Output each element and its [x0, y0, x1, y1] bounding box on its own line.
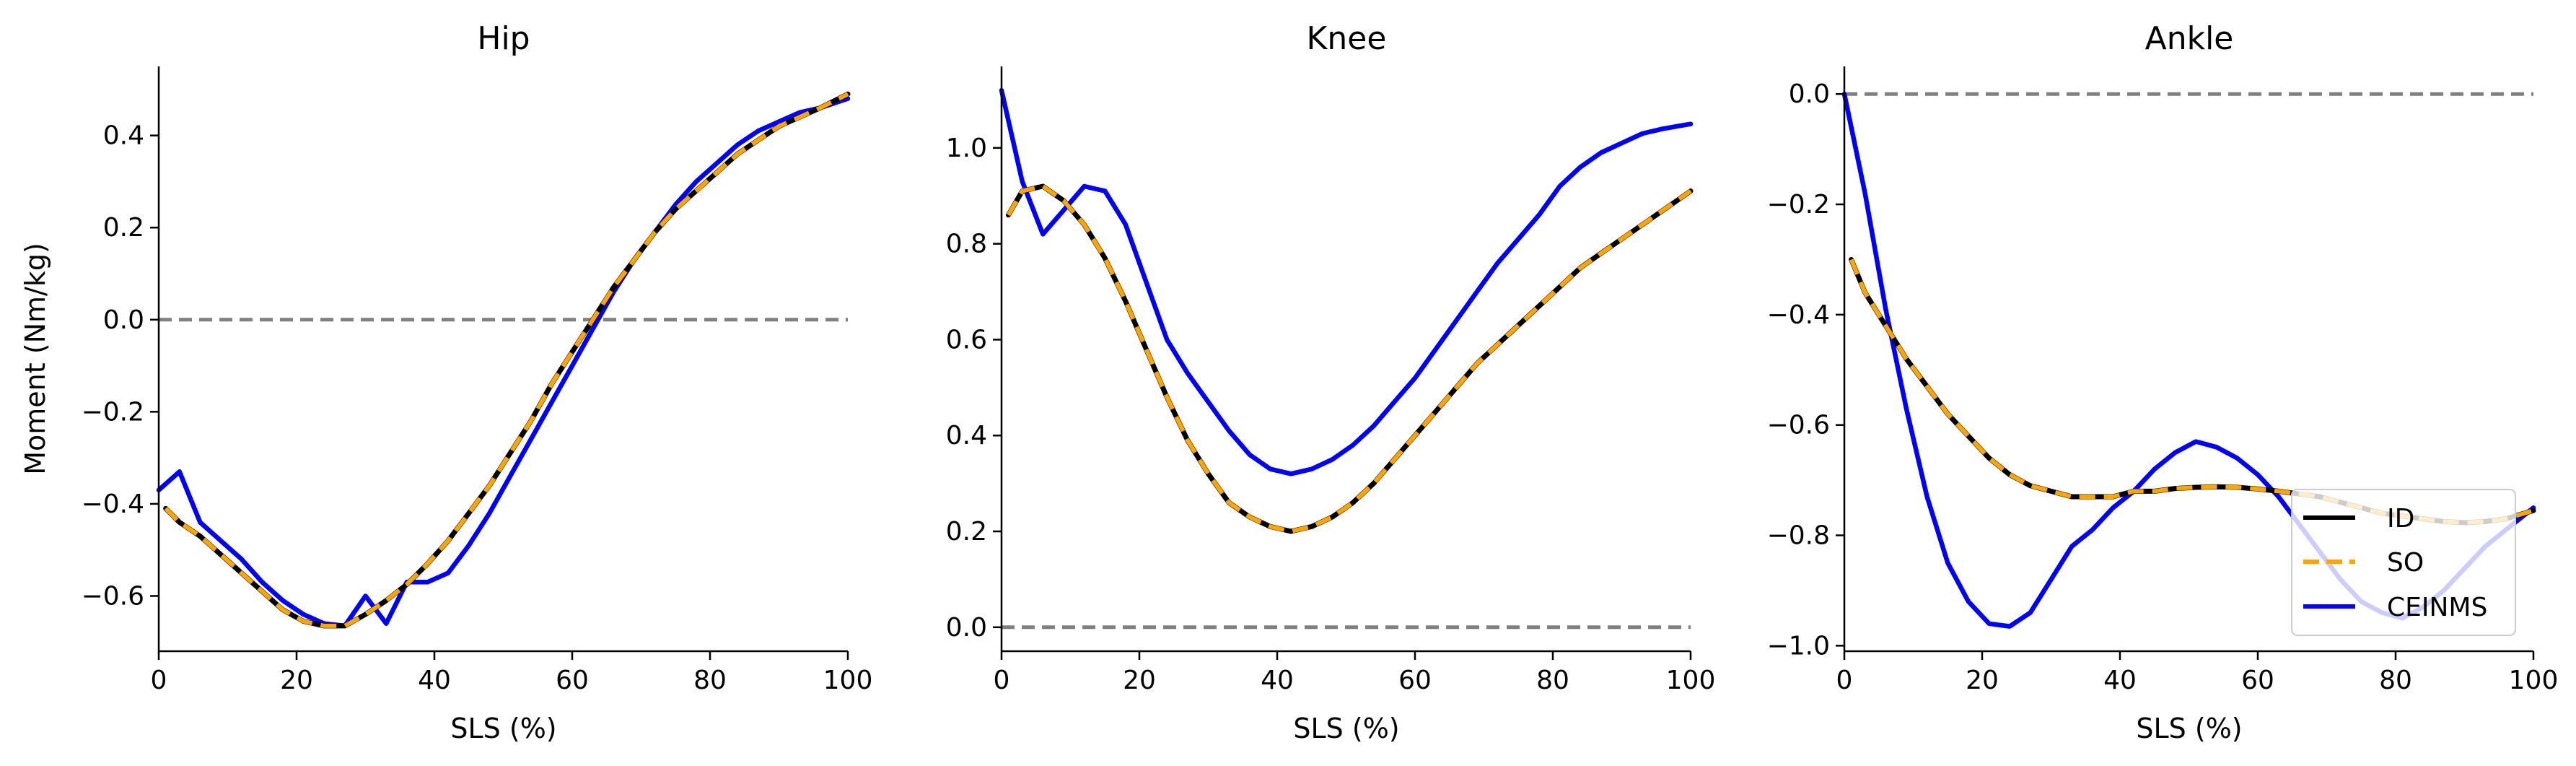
- xticks-hip: 0 20 40 60 80 100: [151, 651, 873, 695]
- ylabel-hip: Moment (Nm/kg): [19, 243, 51, 475]
- x-tick-label-hip: 0: [151, 666, 167, 695]
- panel-ankle: Ankle 0 20 40 60 80 100 −1.0 −0.8 −0.6 −0.4 −0.2 0…: [1767, 20, 2559, 744]
- x-tick-label-knee: 100: [1666, 666, 1716, 695]
- x-tick-label-ankle: 40: [2103, 666, 2137, 695]
- series-line-id-knee: [1006, 183, 1694, 534]
- x-tick-label-ankle: 100: [2509, 666, 2559, 695]
- x-tick-label-ankle: 80: [2379, 666, 2412, 695]
- x-tick-label-hip: 40: [418, 666, 451, 695]
- x-tick-label-knee: 60: [1398, 666, 1432, 695]
- legend-frame: [2291, 489, 2516, 636]
- x-tick-label-hip: 80: [693, 666, 727, 695]
- x-tick-label-ankle: 0: [1836, 666, 1853, 695]
- y-tick-label-knee: 0.0: [946, 613, 987, 643]
- series-line-ceinms-hip: [156, 96, 851, 629]
- panel-title-hip: Hip: [477, 20, 530, 57]
- yticks-knee: 0.0 0.2 0.4 0.6 0.8 1.0: [946, 134, 1002, 643]
- series-group-hip: [156, 91, 851, 629]
- panel-title-ankle: Ankle: [2145, 20, 2234, 57]
- series-group-knee: [999, 87, 1694, 534]
- y-tick-label-ankle: 0.0: [1789, 79, 1830, 109]
- y-tick-label-ankle: −0.6: [1767, 411, 1830, 440]
- series-line-so-ankle: [1849, 258, 2534, 525]
- y-tick-label-hip: 0.4: [103, 121, 144, 151]
- panel-knee: Knee 0 20 40 60 80 100 0.0 0.2 0.4 0.6 0.8 1.0 SLS…: [946, 20, 1716, 744]
- x-tick-label-ankle: 60: [2241, 666, 2274, 695]
- y-tick-label-ankle: −0.2: [1767, 190, 1830, 219]
- xlabel-hip: SLS (%): [450, 713, 556, 744]
- y-tick-label-hip: 0.2: [103, 213, 144, 243]
- yticks-ankle: −1.0 −0.8 −0.6 −0.4 −0.2 0.0: [1767, 79, 1844, 661]
- y-tick-label-ankle: −0.4: [1767, 300, 1830, 330]
- x-tick-label-hip: 20: [280, 666, 313, 695]
- series-line-so-hip: [164, 92, 849, 628]
- x-tick-label-hip: 100: [823, 666, 873, 695]
- y-tick-label-ankle: −1.0: [1767, 631, 1830, 661]
- series-line-so-knee: [1006, 184, 1692, 534]
- yticks-hip: −0.6 −0.4 −0.2 0.0 0.2 0.4: [82, 121, 159, 611]
- y-tick-label-hip: 0.0: [103, 305, 144, 335]
- xticks-ankle: 0 20 40 60 80 100: [1836, 651, 2559, 695]
- legend-label-ceinms: CEINMS: [2387, 593, 2487, 622]
- x-tick-label-hip: 60: [556, 666, 589, 695]
- y-tick-label-hip: −0.6: [82, 581, 144, 611]
- x-tick-label-knee: 0: [994, 666, 1010, 695]
- y-tick-label-knee: 0.8: [946, 230, 987, 259]
- series-line-id-hip: [163, 91, 851, 629]
- x-tick-label-knee: 80: [1536, 666, 1569, 695]
- y-tick-label-knee: 1.0: [946, 134, 987, 163]
- y-tick-label-knee: 0.6: [946, 325, 987, 354]
- xlabel-knee: SLS (%): [1293, 713, 1399, 744]
- x-tick-label-ankle: 20: [1966, 666, 1999, 695]
- x-tick-label-knee: 40: [1261, 666, 1294, 695]
- y-tick-label-ankle: −0.8: [1767, 521, 1830, 551]
- xlabel-ankle: SLS (%): [2136, 713, 2242, 744]
- xticks-knee: 0 20 40 60 80 100: [994, 651, 1716, 695]
- y-tick-label-knee: 0.4: [946, 421, 987, 451]
- series-line-ceinms-knee: [999, 87, 1694, 476]
- x-tick-label-knee: 20: [1123, 666, 1156, 695]
- y-tick-label-hip: −0.2: [82, 397, 144, 427]
- panel-title-knee: Knee: [1307, 20, 1387, 57]
- legend-label-id: ID: [2387, 504, 2414, 534]
- legend-label-so: SO: [2387, 548, 2424, 578]
- y-tick-label-hip: −0.4: [82, 489, 144, 519]
- panel-hip: Hip 0 20 40 60 80 100 −0.6 −0.4 −0.2 0.0 0.2 0.4 S…: [19, 20, 872, 744]
- series-line-id-ankle: [1849, 257, 2536, 526]
- legend: ID SO CEINMS: [2291, 489, 2516, 636]
- y-tick-label-knee: 0.2: [946, 517, 987, 547]
